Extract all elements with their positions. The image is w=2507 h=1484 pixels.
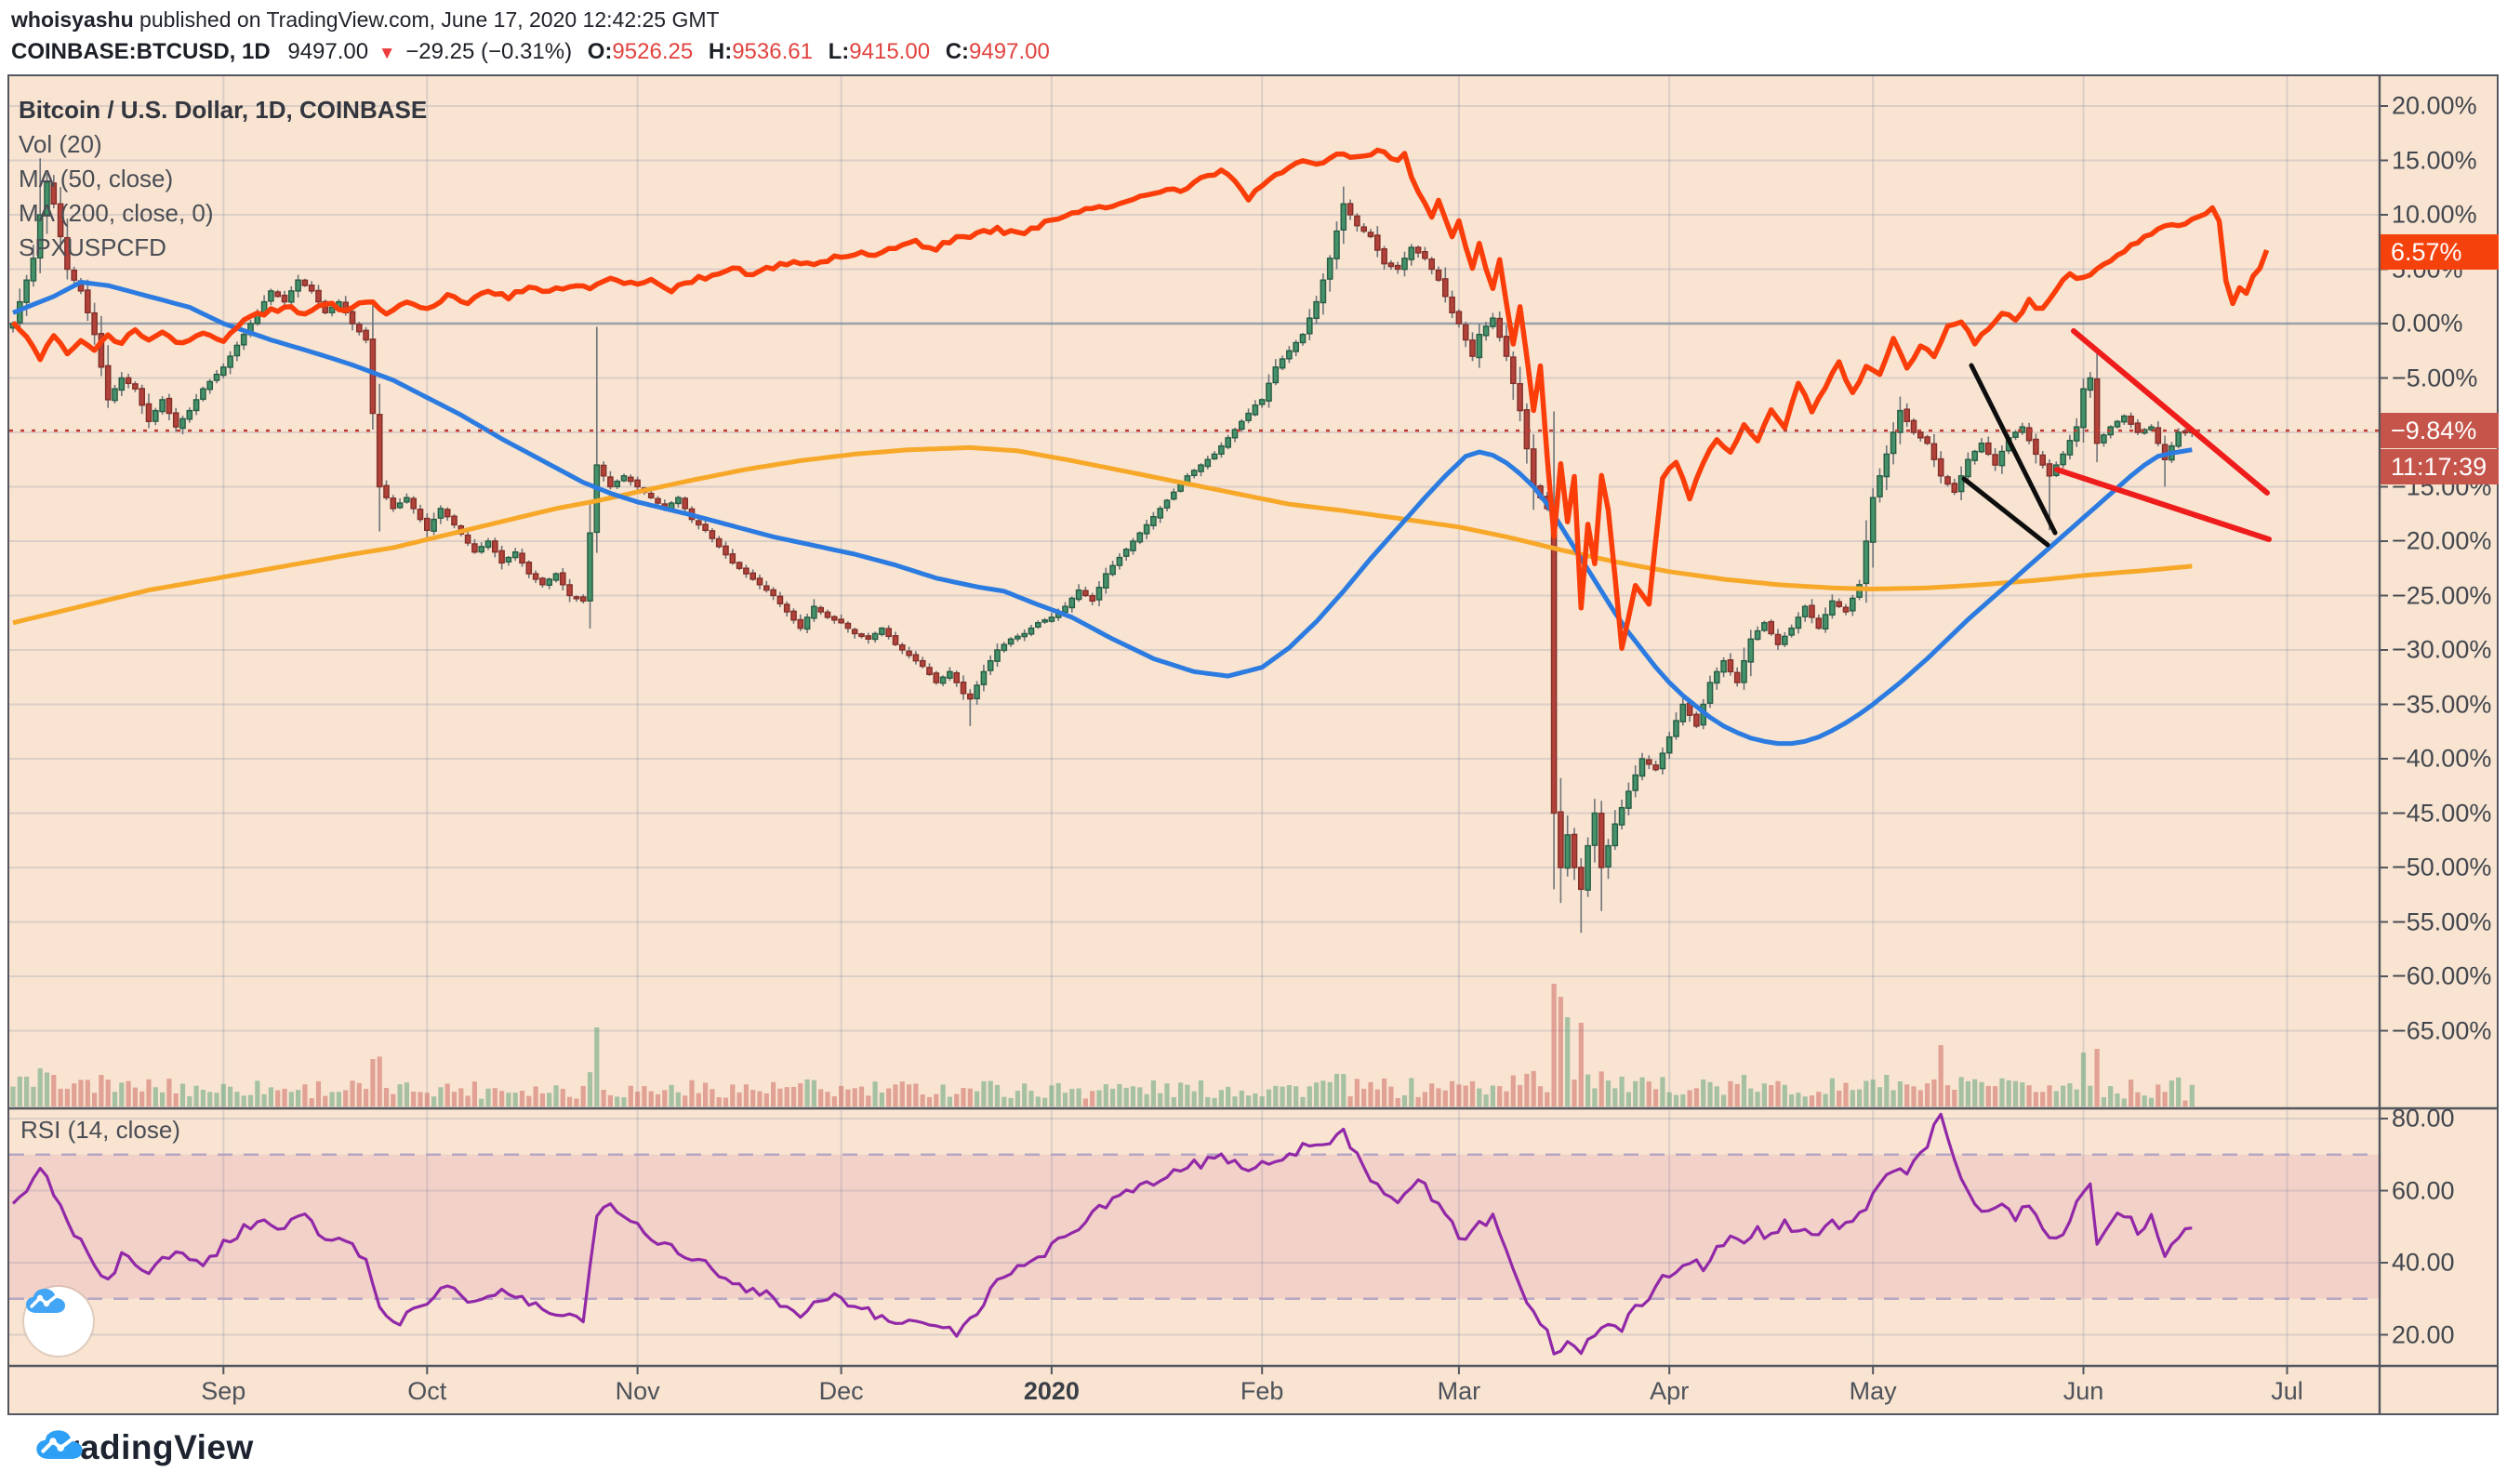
month-label-feb: Feb (1240, 1377, 1284, 1405)
chart-title: Bitcoin / U.S. Dollar, 1D, COINBASE (19, 96, 428, 124)
tradingview-cloud-icon (26, 1289, 65, 1313)
tradingview-watermark (24, 1287, 93, 1356)
pct-axis-label: −5.00% (2392, 364, 2478, 391)
month-label-jul: Jul (2271, 1377, 2303, 1405)
close-label: C: (945, 39, 970, 64)
low-value: 9415.00 (849, 39, 931, 64)
month-label-may: May (1849, 1377, 1897, 1405)
pct-axis-label: −30.00% (2392, 635, 2492, 664)
pct-axis-label: 20.00% (2392, 91, 2477, 120)
pct-axis-label: −50.00% (2392, 853, 2492, 881)
pct-axis-label: −35.00% (2392, 690, 2492, 718)
open-value: 9526.25 (612, 39, 694, 64)
pct-axis-label: −25.00% (2392, 581, 2492, 609)
month-label-oct: Oct (407, 1377, 447, 1405)
rsi-axis-label: 80.00 (2392, 1104, 2455, 1133)
price-down-triangle-icon: ▼ (378, 44, 396, 63)
high-value: 9536.61 (732, 39, 813, 64)
bar-countdown-badge: 11:17:39 (2381, 449, 2499, 485)
pct-axis-label: 15.00% (2392, 146, 2477, 174)
rsi-legend: RSI (14, close) (20, 1116, 180, 1144)
high-label: H: (708, 39, 733, 64)
open-label: O: (587, 39, 613, 64)
month-label-2020: 2020 (1023, 1377, 1080, 1405)
pct-axis-label: −55.00% (2392, 908, 2492, 935)
tradingview-logo-icon (36, 1430, 83, 1459)
legend-compare-symbol: SPXUSPCFD (19, 233, 166, 261)
btc-last-value-badge: −9.84% (2381, 413, 2499, 449)
legend-ma50: MA (50, close) (19, 165, 174, 192)
author-name: whoisyashu (11, 7, 134, 32)
pct-axis-label: −65.00% (2392, 1016, 2492, 1044)
pct-axis-label: −45.00% (2392, 799, 2492, 827)
pct-axis-label: 10.00% (2392, 200, 2477, 229)
month-label-dec: Dec (818, 1377, 864, 1405)
price-change: −29.25 (−0.31%) (405, 39, 573, 64)
pct-axis-label: −20.00% (2392, 526, 2492, 555)
tradingview-logo[interactable]: TradingView (33, 1428, 254, 1467)
last-price: 9497.00 (287, 39, 369, 64)
close-value: 9497.00 (969, 39, 1050, 64)
legend-ma200: MA (200, close, 0) (19, 199, 214, 227)
pct-axis-label: 0.00% (2392, 309, 2463, 338)
month-label-jun: Jun (2063, 1377, 2104, 1405)
rsi-axis-label: 40.00 (2392, 1248, 2455, 1277)
spx-last-value-badge: 6.57% (2381, 234, 2499, 271)
publish-byline: whoisyashu published on TradingView.com,… (11, 7, 720, 33)
main-legend: Bitcoin / U.S. Dollar, 1D, COINBASE Vol … (19, 93, 427, 265)
month-label-sep: Sep (201, 1377, 246, 1405)
low-label: L: (828, 39, 850, 64)
legend-volume: Vol (20) (19, 130, 102, 158)
month-label-mar: Mar (1437, 1377, 1481, 1405)
month-label-apr: Apr (1650, 1377, 1690, 1405)
pct-axis-label: −60.00% (2392, 961, 2492, 990)
symbol-ohlc-bar: COINBASE:BTCUSD, 1D 9497.00 ▼ −29.25 (−0… (11, 39, 1050, 65)
month-label-nov: Nov (615, 1377, 660, 1405)
rsi-axis-label: 60.00 (2392, 1176, 2455, 1204)
symbol-name: COINBASE:BTCUSD, 1D (11, 39, 271, 64)
pct-axis-label: −40.00% (2392, 744, 2492, 773)
rsi-axis-label: 20.00 (2392, 1320, 2455, 1348)
publish-info: published on TradingView.com, June 17, 2… (133, 7, 720, 32)
